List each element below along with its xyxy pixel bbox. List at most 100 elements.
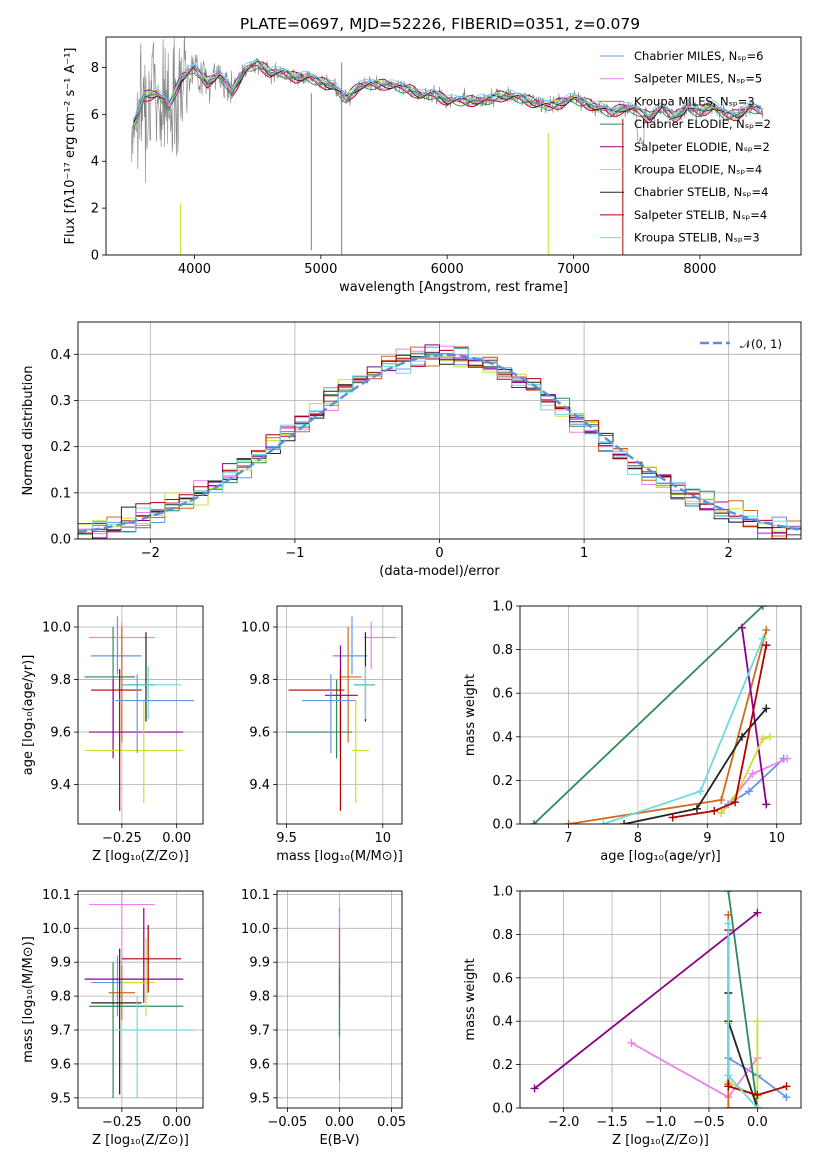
y-tick-label: 9.9 (249, 956, 270, 971)
data-point-marker (753, 1017, 762, 1026)
model-spectrum-line (133, 67, 761, 129)
y-tick-label: 0.1 (50, 486, 71, 501)
y-tick-label: 10.1 (42, 888, 71, 903)
y-tick-label: 10.1 (241, 888, 270, 903)
y-tick-label: 9.8 (249, 673, 270, 688)
x-tick-label: 2 (725, 546, 733, 561)
axes-frame (105, 36, 802, 256)
data-point-marker (762, 704, 771, 713)
y-axis-label: mass weight (463, 674, 478, 756)
mass-weight-line (533, 606, 764, 824)
y-tick-label: 1.0 (492, 885, 513, 900)
data-point-marker (758, 606, 767, 610)
panel-mass-weight-vs-Z: −2.0 −1.5 −1.0 −0.5 0.0 0.0 0.2 0.4 0.6 0.8 1.0 Z [… (463, 885, 802, 1148)
y-tick-label: 10.0 (42, 621, 71, 636)
model-spectrum-line (133, 64, 761, 124)
y-tick-label: 9.6 (249, 1057, 270, 1072)
x-tick-label: 7 (564, 831, 572, 846)
data-point-marker (620, 820, 629, 824)
panel-spectrum: 4000 5000 6000 7000 8000 0 2 4 6 8 wavelength [Ang… (63, 36, 802, 295)
y-tick-label: 10.0 (42, 922, 71, 937)
data-point-marker (762, 625, 771, 634)
panel-mass-vs-EBV: −0.05 0.00 0.05 9.5 9.6 9.7 9.8 9.9 10.0 10.1 E(B-… (241, 888, 406, 1148)
data-point-marker (627, 1038, 636, 1047)
plot-area (131, 37, 764, 255)
y-tick-label: 0.2 (50, 440, 71, 455)
x-tick-label: 0 (435, 546, 443, 561)
data-point-marker (782, 1093, 791, 1102)
x-tick-label: 1 (580, 546, 588, 561)
data-point-marker (765, 732, 774, 741)
data-point-marker (529, 820, 538, 824)
y-tick-label: 0.8 (492, 928, 513, 943)
data-point-marker (724, 919, 733, 928)
x-axis-label: Z [log₁₀(Z/Z⊙)] (92, 849, 189, 864)
y-tick-label: 0.2 (492, 1058, 513, 1073)
data-point-marker (783, 754, 792, 763)
data-point-marker (564, 820, 573, 824)
data-point-marker (748, 769, 757, 778)
mass-weight-line (741, 627, 768, 805)
model-spectrum-line (133, 60, 761, 125)
y-tick-label: 0.6 (492, 687, 513, 702)
data-point-marker (710, 806, 719, 815)
y-tick-label: 9.8 (50, 990, 71, 1005)
x-axis-label: age [log₁₀(age/yr)] (600, 849, 721, 864)
x-tick-label: 4000 (178, 262, 211, 277)
x-tick-label: −1 (285, 546, 304, 561)
y-axis-label: mass [log₁₀(M/M⊙)] (21, 936, 36, 1063)
x-tick-label: 6000 (431, 262, 464, 277)
model-spectrum-line (133, 60, 761, 124)
y-tick-label: 9.8 (50, 673, 71, 688)
mass-weight-line (672, 645, 768, 819)
axes-frame (519, 605, 802, 825)
x-axis-label: wavelength [Angstrom, rest frame] (339, 280, 568, 295)
data-point-marker (744, 787, 753, 796)
x-tick-label: 7000 (557, 262, 590, 277)
plot-area (529, 606, 792, 824)
x-tick-label: 9.5 (276, 831, 297, 846)
normal-reference-curve (78, 353, 801, 534)
plot-area (530, 891, 791, 1108)
mass-weight-line (533, 911, 758, 1090)
plot-area (286, 616, 397, 811)
data-point-marker (753, 1090, 762, 1099)
x-tick-label: 10 (768, 831, 785, 846)
data-point-marker (724, 891, 733, 895)
data-point-marker (738, 732, 747, 741)
y-tick-label: 0.0 (492, 1102, 513, 1117)
axes-frame (276, 890, 403, 1109)
panel-age-vs-Z: −0.25 0.00 9.4 9.6 9.8 10.0 Z [log₁₀(Z/Z⊙)] age… (21, 605, 204, 864)
axes-frame (77, 890, 204, 1109)
data-point-marker (758, 734, 767, 743)
legend-label: Kroupa MILES, Nₛₚ=3 (634, 94, 755, 108)
x-tick-label: 0.00 (162, 1115, 191, 1130)
data-point-marker (717, 796, 726, 805)
y-tick-label: 9.8 (249, 990, 270, 1005)
y-tick-label: 0.4 (50, 348, 71, 363)
axes-frame (77, 321, 802, 540)
y-tick-label: 0.3 (50, 394, 71, 409)
data-point-marker (738, 623, 747, 632)
x-axis-label: Z [log₁₀(Z/Z⊙)] (612, 1133, 709, 1148)
y-tick-label: 0.0 (50, 533, 71, 548)
data-point-marker (717, 809, 726, 818)
data-point-marker (762, 641, 771, 650)
y-tick-label: 10.0 (241, 922, 270, 937)
y-tick-label: 0.2 (492, 774, 513, 789)
y-tick-label: 9.7 (50, 1024, 71, 1039)
x-axis-label: mass [log₁₀(M/M⊙)] (276, 849, 403, 864)
x-tick-label: 0.0 (747, 1115, 768, 1130)
y-axis-label: Flux [fλ10⁻¹⁷ erg cm⁻² s⁻¹ A⁻¹] (63, 48, 78, 245)
y-tick-label: 9.6 (249, 726, 270, 741)
grid (277, 606, 402, 824)
axes-frame (519, 890, 802, 1109)
legend-label: Chabrier STELIB, Nₛₚ=4 (634, 185, 768, 199)
y-tick-label: 2 (91, 202, 99, 217)
y-tick-label: 0.4 (492, 1015, 513, 1030)
x-tick-label: −0.25 (102, 831, 142, 846)
mass-weight-line (727, 891, 759, 1108)
y-tick-label: 4 (91, 155, 99, 170)
data-point-marker (724, 1082, 733, 1091)
legend-label: 𝒩(0, 1) (740, 337, 782, 351)
